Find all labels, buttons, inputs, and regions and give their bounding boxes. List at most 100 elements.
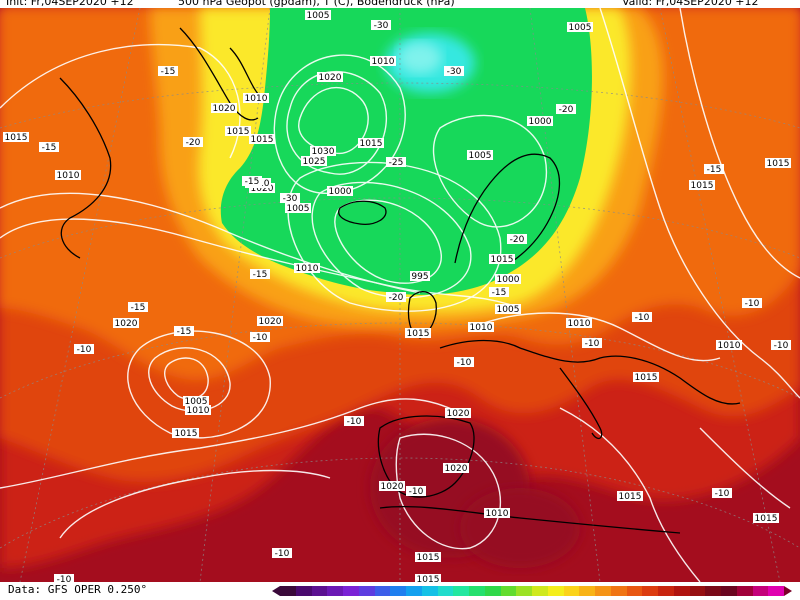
pressure-label-box bbox=[225, 126, 251, 136]
isobar bbox=[559, 407, 701, 582]
temp-field-cyan-core bbox=[398, 42, 442, 74]
legend-swatch bbox=[469, 586, 485, 596]
pressure-label-box bbox=[484, 508, 510, 518]
pressure-label: 1015 bbox=[358, 138, 384, 149]
temperature-label-box bbox=[712, 488, 732, 498]
temperature-label-box bbox=[344, 416, 364, 426]
pressure-label: 1005 bbox=[495, 304, 521, 315]
temperature-label-box bbox=[74, 344, 94, 354]
pressure-label: 1000 bbox=[527, 116, 553, 127]
pressure-label-text: 1005 bbox=[569, 23, 592, 33]
pressure-label-text: 995 bbox=[411, 272, 428, 282]
pressure-label: 1015 bbox=[173, 428, 199, 439]
legend-swatch bbox=[689, 586, 706, 596]
temperature-label-box bbox=[386, 157, 406, 167]
pressure-label-text: 1020 bbox=[259, 317, 282, 327]
pressure-label: 1015 bbox=[415, 574, 441, 582]
pressure-label-box bbox=[285, 203, 311, 213]
temperature-label: -10 bbox=[272, 548, 292, 559]
pressure-label-text: 1015 bbox=[407, 329, 430, 339]
legend-swatch bbox=[280, 586, 296, 596]
temperature-label-text: -10 bbox=[77, 345, 92, 355]
temperature-label: -10 bbox=[344, 416, 364, 427]
legend-swatch bbox=[736, 586, 753, 596]
temperature-label: -15 bbox=[39, 142, 59, 153]
temperature-label-box bbox=[771, 340, 791, 350]
temperature-label-box bbox=[444, 66, 464, 76]
temperature-label-text: -10 bbox=[715, 489, 730, 499]
pressure-label-box bbox=[185, 405, 211, 415]
temperature-label: -15 bbox=[128, 302, 148, 313]
temperature-label: -10 bbox=[54, 574, 74, 582]
pressure-label: 1010 bbox=[243, 93, 269, 104]
pressure-label: 1015 bbox=[689, 180, 715, 191]
pressure-label: 1010 bbox=[185, 405, 211, 416]
pressure-label-box bbox=[633, 372, 659, 382]
temperature-label: -25 bbox=[386, 157, 406, 168]
legend-swatch bbox=[484, 586, 501, 596]
temperature-label: -10 bbox=[74, 344, 94, 355]
pressure-label-text: 1010 bbox=[718, 341, 741, 351]
pressure-label-box bbox=[243, 93, 269, 103]
pressure-label: 1020 bbox=[257, 316, 283, 327]
legend-swatch bbox=[768, 586, 784, 596]
pressure-label-text: 1020 bbox=[381, 482, 404, 492]
pressure-label-text: 1010 bbox=[470, 323, 493, 333]
legend-swatch bbox=[437, 586, 454, 596]
pressure-label: 1015 bbox=[225, 126, 251, 137]
temperature-label-text: -20 bbox=[186, 138, 201, 148]
legend-swatch bbox=[343, 586, 359, 596]
pressure-label-text: 1005 bbox=[287, 204, 310, 214]
legend-max-arrow bbox=[784, 586, 792, 596]
temperature-label-box bbox=[280, 193, 300, 203]
pressure-label: 1005 bbox=[183, 396, 209, 407]
isobar bbox=[0, 192, 421, 294]
legend-swatch bbox=[390, 586, 406, 596]
pressure-label-box bbox=[467, 150, 493, 160]
pressure-label-box bbox=[183, 396, 209, 406]
pressure-label-box bbox=[443, 463, 469, 473]
legend-swatch bbox=[500, 586, 517, 596]
pressure-label-text: 1015 bbox=[417, 575, 440, 582]
temperature-label: -15 bbox=[174, 326, 194, 337]
isobar bbox=[469, 312, 721, 362]
pressure-label-box bbox=[567, 22, 593, 32]
temperature-label-box bbox=[272, 548, 292, 558]
pressure-label-text: 1010 bbox=[187, 406, 210, 416]
pressure-label: 1015 bbox=[489, 254, 515, 265]
pressure-label-box bbox=[310, 146, 336, 156]
pressure-label-box bbox=[765, 158, 791, 168]
pressure-label: 1010 bbox=[370, 56, 396, 67]
isobar bbox=[0, 218, 521, 309]
temperature-label: -10 bbox=[712, 488, 732, 499]
pressure-label-box bbox=[415, 552, 441, 562]
temperature-label: -15 bbox=[250, 269, 270, 280]
isobar bbox=[311, 181, 472, 299]
latitude-line bbox=[0, 82, 800, 129]
temperature-label-text: -10 bbox=[57, 575, 72, 582]
pressure-label-text: 1020 bbox=[251, 184, 274, 194]
isobar bbox=[699, 427, 791, 509]
pressure-label-box bbox=[113, 318, 139, 328]
pressure-label: 1010 bbox=[294, 263, 320, 274]
weather-map: 1005101010201015101510101020103010251015… bbox=[0, 8, 800, 582]
temp-field-green bbox=[220, 8, 592, 295]
temperature-label-text: -10 bbox=[347, 417, 362, 427]
pressure-label: 1015 bbox=[405, 328, 431, 339]
pressure-label-text: 1000 bbox=[529, 117, 552, 127]
temperature-label-text: -10 bbox=[275, 549, 290, 559]
pressure-label: 1020 bbox=[211, 103, 237, 114]
temperature-label: -20 bbox=[507, 234, 527, 245]
longitude-line bbox=[199, 8, 271, 582]
temperature-label-box bbox=[54, 574, 74, 582]
pressure-label-box bbox=[495, 304, 521, 314]
legend-swatch bbox=[705, 586, 721, 596]
pressure-label: 1005 bbox=[285, 203, 311, 214]
temperature-label-box bbox=[371, 20, 391, 30]
legend-min-arrow bbox=[272, 586, 280, 596]
chart-header: Init: Fr,04SEP2020 +12 500 hPa Geopot (g… bbox=[0, 0, 800, 9]
pressure-label-text: 1020 bbox=[319, 73, 342, 83]
pressure-label: 1005 bbox=[467, 150, 493, 161]
init-time: Init: Fr,04SEP2020 +12 bbox=[6, 0, 134, 8]
temperature-label-text: -15 bbox=[245, 177, 260, 187]
